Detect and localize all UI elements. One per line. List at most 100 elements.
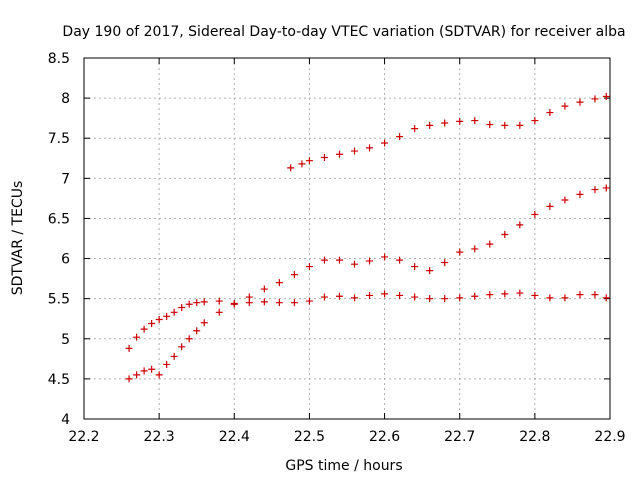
data-point [576,190,584,198]
data-point [133,333,141,341]
data-point [501,290,509,298]
chart-title: Day 190 of 2017, Sidereal Day-to-day VTE… [62,24,625,40]
x-tick-label: 22.7 [444,429,475,445]
data-point [486,291,494,299]
data-point [516,221,524,229]
x-tick-label: 22.9 [594,429,625,445]
data-point [287,164,295,172]
data-point [486,240,494,248]
data-point [133,371,141,379]
data-point [602,93,610,101]
data-point [320,153,328,161]
y-axis-label: SDTVAR / TECUs [10,181,26,296]
data-point [125,375,133,383]
data-point [260,298,268,306]
y-tick-label: 8 [61,91,70,107]
x-tick-label: 22.3 [144,429,175,445]
data-point [426,267,434,275]
data-point [441,259,449,267]
data-point [561,196,569,204]
data-point [178,343,186,351]
data-point [193,299,201,307]
data-point [591,291,599,299]
data-point [320,293,328,301]
y-tick-label: 5.5 [48,292,70,308]
data-point [305,263,313,271]
data-point [456,248,464,256]
data-point [200,319,208,327]
data-point [591,186,599,194]
data-point [305,297,313,305]
data-point [381,290,389,298]
y-tick-label: 7 [61,171,70,187]
data-point [411,263,419,271]
y-tick-label: 4.5 [48,372,70,388]
points-layer [125,93,610,383]
data-point [381,139,389,147]
data-point [396,256,404,264]
x-axis-label: GPS time / hours [285,458,402,474]
data-point [486,121,494,129]
data-point [140,367,148,375]
x-tick-label: 22.8 [519,429,550,445]
data-point [335,150,343,158]
data-point [531,291,539,299]
data-point [351,147,359,155]
data-point [215,308,223,316]
data-point [335,292,343,300]
data-point [185,300,193,308]
data-point [531,117,539,125]
y-tick-label: 6 [61,252,70,268]
data-point [170,352,178,360]
data-point [351,294,359,302]
y-tick-label: 4 [61,412,70,428]
data-point [411,125,419,133]
data-point [366,144,374,152]
data-point [320,256,328,264]
data-point [170,308,178,316]
y-tick-label: 7.5 [48,131,70,147]
data-point [531,210,539,218]
data-point [275,299,283,307]
data-point [396,133,404,141]
data-point [456,117,464,125]
data-point [200,298,208,306]
series-3 [125,184,610,383]
data-point [305,157,313,165]
x-tick-label: 22.4 [219,429,250,445]
plot-frame [83,57,611,420]
data-point [411,293,419,301]
data-point [561,294,569,302]
data-point [576,291,584,299]
data-point [148,365,156,373]
x-tick-label: 22.6 [369,429,400,445]
data-point [546,109,554,117]
data-point [148,320,156,328]
data-point [185,335,193,343]
data-point [576,98,584,106]
data-point [426,121,434,129]
data-point [456,294,464,302]
data-point [155,316,163,324]
data-point [298,160,306,168]
data-point [471,245,479,253]
data-point [155,371,163,379]
x-tick-label: 22.5 [294,429,325,445]
data-point [335,256,343,264]
data-point [366,257,374,265]
data-point [178,303,186,311]
data-point [163,312,171,320]
data-point [516,289,524,297]
data-point [215,297,223,305]
tick-layer: 22.2 22.3 22.4 22.5 22.6 22.7 22.8 22.9 4 4.5 5 5.5… [48,51,626,445]
data-point [441,295,449,303]
data-point [140,325,148,333]
y-tick-label: 5 [61,332,70,348]
data-point [245,293,253,301]
data-point [546,202,554,210]
data-point [441,119,449,127]
data-point [591,95,599,103]
data-point [260,285,268,293]
